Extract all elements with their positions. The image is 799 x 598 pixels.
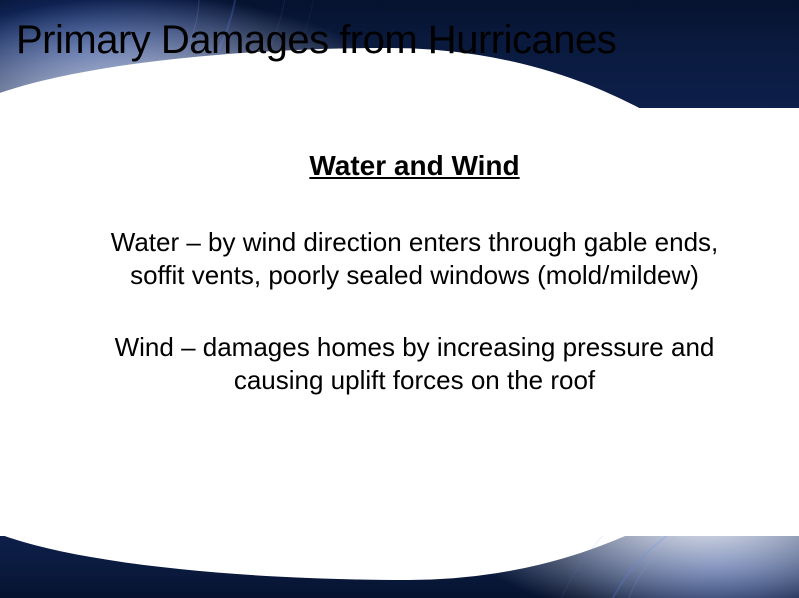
slide-title: Primary Damages from Hurricanes (16, 18, 616, 63)
slide-content: Water and Wind Water – by wind direction… (0, 150, 799, 436)
body-paragraph: Water – by wind direction enters through… (90, 226, 739, 291)
slide: Primary Damages from Hurricanes Water an… (0, 0, 799, 598)
slide-subtitle: Water and Wind (90, 150, 739, 182)
bottom-decorative-band (0, 536, 799, 598)
body-paragraph: Wind – damages homes by increasing press… (90, 331, 739, 396)
